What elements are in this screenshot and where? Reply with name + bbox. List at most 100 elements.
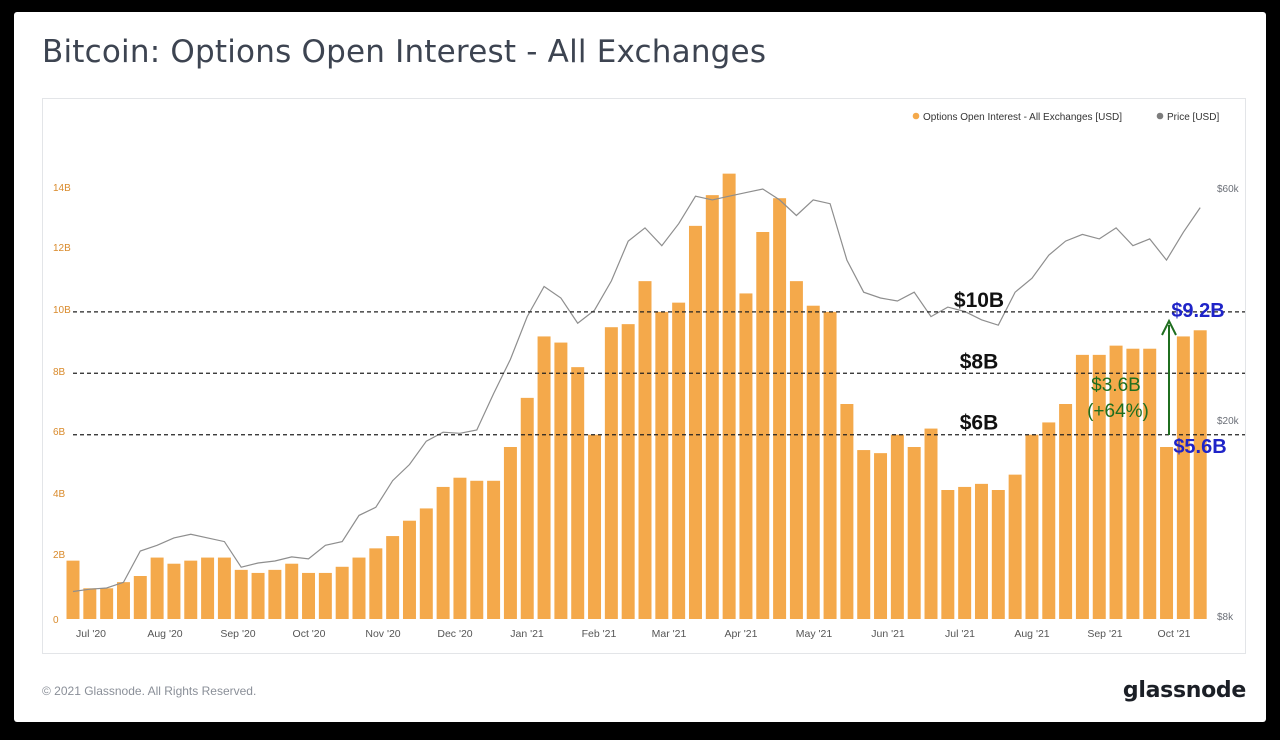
oi-bar — [756, 232, 770, 619]
oi-bar — [436, 486, 450, 619]
legend-label-oi: Options Open Interest - All Exchanges [U… — [923, 112, 1122, 123]
oi-bar — [1059, 404, 1073, 619]
oi-bar — [470, 480, 484, 619]
oi-bar — [116, 582, 130, 619]
oi-bar — [823, 311, 837, 619]
oi-bar — [201, 557, 215, 619]
oi-bar — [974, 483, 988, 619]
oi-bar — [907, 447, 921, 619]
x-axis-tick: Sep '20 — [220, 628, 255, 640]
oi-bar — [520, 397, 534, 619]
oi-bar — [335, 566, 349, 619]
oi-bar — [1042, 422, 1056, 619]
change-amount-label: $3.6B — [1091, 375, 1141, 396]
oi-bar — [453, 477, 467, 619]
oi-bar — [874, 453, 888, 619]
oi-bar — [167, 563, 181, 619]
oi-bar — [386, 536, 400, 619]
oi-bar — [537, 336, 551, 619]
oi-bar — [487, 480, 501, 619]
left-axis-tick: 8B — [53, 367, 66, 378]
reference-label: $6B — [960, 412, 999, 435]
oi-bar — [1092, 354, 1106, 619]
high-value-label: $9.2B — [1171, 300, 1224, 322]
x-axis-tick: Aug '21 — [1014, 628, 1049, 640]
right-axis-tick: $8k — [1217, 612, 1234, 623]
x-axis-tick: Dec '20 — [437, 628, 472, 640]
oi-bar — [83, 588, 97, 619]
copyright-text: © 2021 Glassnode. All Rights Reserved. — [42, 684, 257, 698]
left-axis-tick: 10B — [53, 305, 71, 316]
oi-bar — [133, 576, 147, 619]
left-axis-tick: 12B — [53, 243, 71, 254]
legend-label-price: Price [USD] — [1167, 112, 1219, 123]
annotations: $3.6B (+64%) $9.2B $5.6B — [1087, 300, 1227, 458]
chart-card: Bitcoin: Options Open Interest - All Exc… — [14, 12, 1266, 722]
oi-bar — [402, 520, 416, 619]
change-percent-label: (+64%) — [1087, 401, 1149, 422]
x-axis-tick: Oct '21 — [1158, 628, 1191, 640]
x-axis-tick: Aug '20 — [147, 628, 182, 640]
reference-label: $10B — [954, 289, 1004, 312]
oi-bar — [806, 305, 820, 619]
low-value-label: $5.6B — [1173, 436, 1226, 458]
oi-bar — [1008, 474, 1022, 619]
oi-bar — [285, 563, 299, 619]
left-axis-tick: 4B — [53, 489, 66, 500]
oi-bar — [705, 195, 719, 619]
oi-bar — [688, 225, 702, 620]
right-axis-tick: $20k — [1217, 416, 1240, 427]
chart-svg: Options Open Interest - All Exchanges [U… — [53, 112, 1245, 640]
oi-bar — [318, 572, 332, 619]
oi-bar — [789, 281, 803, 619]
oi-bar — [655, 311, 669, 619]
oi-bar — [66, 560, 80, 619]
x-axis-tick: Jul '20 — [76, 628, 106, 640]
oi-bar — [857, 450, 871, 619]
oi-bar — [672, 302, 686, 619]
x-axis-tick: Jan '21 — [510, 628, 544, 640]
oi-bar — [302, 572, 316, 619]
chart-legend[interactable]: Options Open Interest - All Exchanges [U… — [912, 112, 1220, 123]
oi-bar — [184, 560, 198, 619]
oi-bar — [234, 569, 248, 619]
oi-bar — [1143, 348, 1157, 619]
oi-bar — [604, 327, 618, 619]
oi-bar — [217, 557, 231, 619]
oi-bar — [1075, 354, 1089, 619]
oi-bars — [66, 173, 1207, 620]
x-axis-tick: Oct '20 — [293, 628, 326, 640]
left-axis-tick: 2B — [53, 550, 66, 561]
page-title: Bitcoin: Options Open Interest - All Exc… — [42, 34, 767, 70]
glassnode-logo[interactable]: glassnode — [1122, 678, 1246, 703]
oi-bar — [941, 490, 955, 619]
oi-bar — [722, 173, 736, 619]
oi-bar — [251, 572, 265, 619]
oi-bar — [1176, 336, 1190, 619]
oi-bar — [1126, 348, 1140, 619]
reference-label: $8B — [960, 350, 999, 373]
oi-bar — [268, 569, 282, 619]
oi-bar — [588, 434, 602, 619]
legend-dot-price — [1156, 112, 1164, 120]
oi-bar — [352, 557, 366, 619]
oi-bar — [773, 198, 787, 619]
price-line — [72, 188, 1201, 593]
oi-bar — [991, 490, 1005, 619]
oi-bar — [924, 428, 938, 619]
x-axis-tick: Sep '21 — [1087, 628, 1122, 640]
change-arrow-head — [1161, 318, 1177, 336]
oi-bar — [1109, 345, 1123, 619]
oi-bar — [739, 293, 753, 619]
x-axis-tick: Jul '21 — [945, 628, 975, 640]
oi-bar — [503, 447, 517, 619]
axes: 0 2B 4B 6B 8B 10B 12B 14B $8k $20k $60k Jul '20 Aug … — [53, 183, 1240, 640]
oi-bar — [890, 434, 904, 619]
oi-bar — [571, 367, 585, 619]
oi-bar — [150, 557, 164, 619]
price-line-group — [72, 188, 1201, 593]
left-axis-tick: 14B — [53, 183, 71, 194]
x-axis-tick: Mar '21 — [652, 628, 687, 640]
oi-bar — [840, 404, 854, 619]
oi-bar — [1025, 434, 1039, 619]
